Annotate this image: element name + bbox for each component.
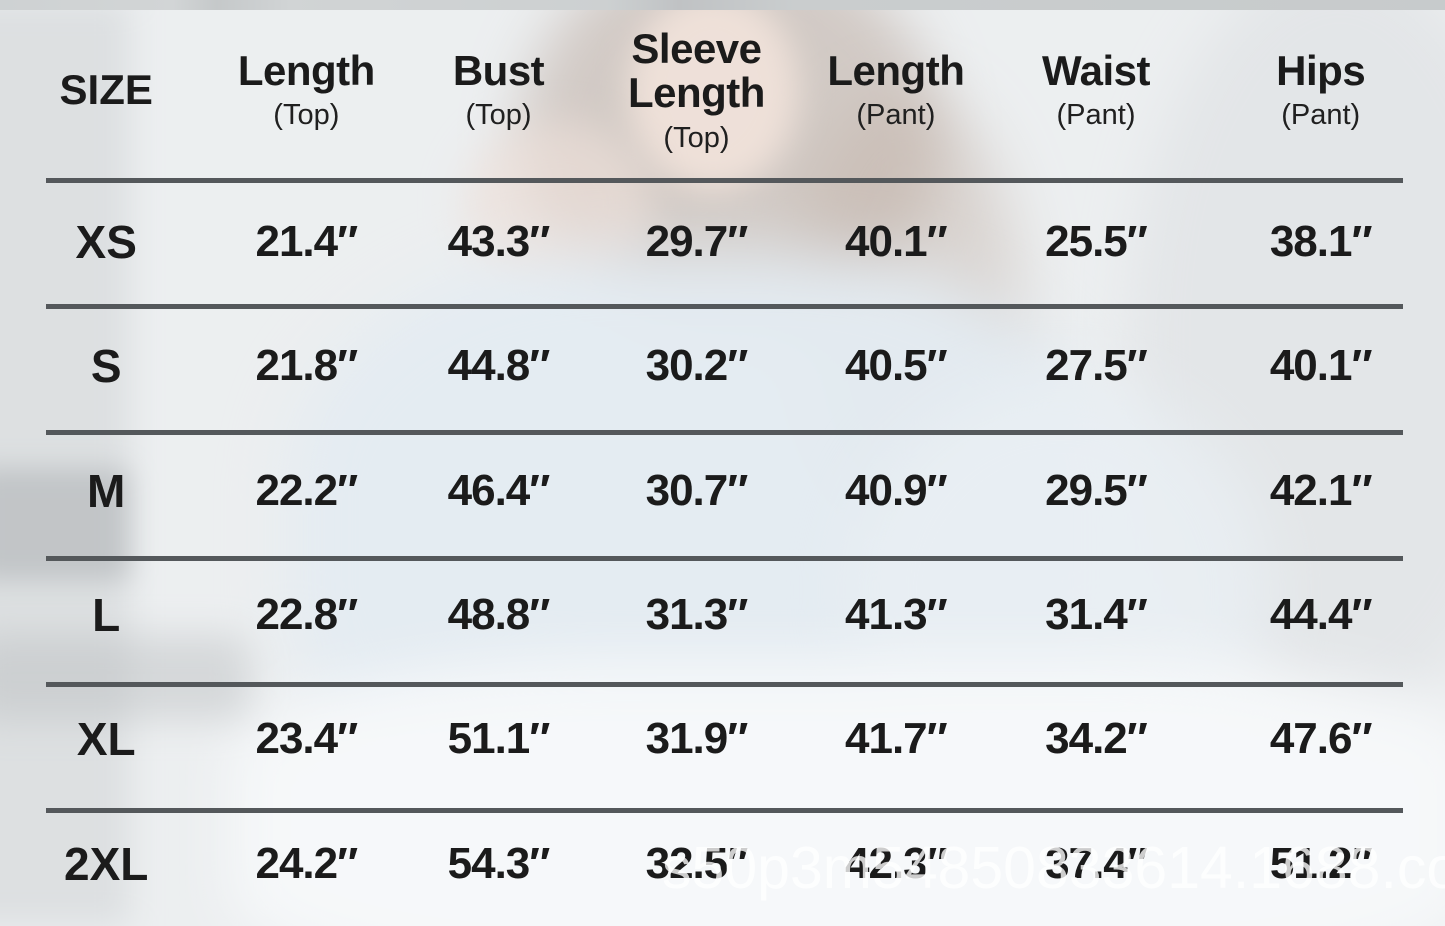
separator-line	[46, 430, 1403, 435]
column-label: Bust	[452, 46, 545, 94]
l-hips-pant: 44.4″	[1269, 590, 1373, 640]
column-header-length-pant: Length (Pant)	[796, 0, 995, 180]
s-bust-top: 44.8″	[447, 341, 551, 391]
size-label-m: M	[87, 464, 126, 517]
xl-length-top: 23.4″	[255, 714, 358, 764]
column-header-length-top: Length (Top)	[212, 0, 400, 180]
column-label: Waist	[1042, 46, 1150, 94]
column-header-size: SIZE	[59, 66, 153, 113]
s-hips-pant: 40.1″	[1269, 341, 1373, 391]
column-sublabel: (Top)	[465, 99, 532, 132]
column-sublabel: (Pant)	[1056, 99, 1136, 132]
column-header-sleeve-length-top: Sleeve Length (Top)	[597, 0, 796, 180]
l-length-pant: 41.3″	[845, 590, 948, 640]
xs-bust-top: 43.3″	[447, 217, 551, 267]
size-label-xs: XS	[75, 216, 137, 269]
2xl-sleeve-length-top: 32.5″	[645, 838, 749, 888]
2xl-waist-pant: 37.4″	[1045, 838, 1148, 888]
size-label-xl: XL	[76, 713, 136, 766]
m-sleeve-length-top: 30.7″	[645, 465, 749, 515]
column-label: Sleeve Length	[627, 24, 765, 117]
xs-sleeve-length-top: 29.7″	[645, 217, 749, 267]
column-sublabel: (Pant)	[1281, 99, 1361, 132]
s-waist-pant: 27.5″	[1045, 341, 1148, 391]
size-label-s: S	[90, 340, 122, 393]
l-bust-top: 48.8″	[447, 590, 551, 640]
2xl-bust-top: 54.3″	[447, 838, 551, 888]
m-length-top: 22.2″	[255, 465, 358, 515]
l-waist-pant: 31.4″	[1045, 590, 1148, 640]
2xl-length-top: 24.2″	[255, 838, 358, 888]
s-length-pant: 40.5″	[845, 341, 948, 391]
m-bust-top: 46.4″	[447, 465, 551, 515]
s-sleeve-length-top: 30.2″	[645, 341, 749, 391]
watermark-text: s50p3m54850833614.1688.com	[662, 835, 1445, 901]
separator-line	[46, 808, 1403, 813]
separator-line	[46, 178, 1403, 183]
xs-length-top: 21.4″	[255, 217, 358, 267]
column-sublabel: (Pant)	[856, 99, 936, 132]
separator-line	[46, 556, 1403, 561]
2xl-hips-pant: 51.2″	[1269, 838, 1373, 888]
column-header-waist-pant: Waist (Pant)	[996, 0, 1197, 180]
xs-length-pant: 40.1″	[845, 217, 948, 267]
column-sublabel: (Top)	[273, 99, 340, 132]
2xl-length-pant: 42.3″	[845, 838, 948, 888]
xl-sleeve-length-top: 31.9″	[645, 714, 749, 764]
s-length-top: 21.8″	[255, 341, 358, 391]
separator-line	[46, 682, 1403, 687]
column-header-bust-top: Bust (Top)	[400, 0, 597, 180]
xs-hips-pant: 38.1″	[1269, 217, 1373, 267]
xs-waist-pant: 25.5″	[1045, 217, 1148, 267]
size-label-2xl: 2XL	[64, 837, 149, 890]
size-label-l: L	[92, 589, 121, 642]
xl-waist-pant: 34.2″	[1045, 714, 1148, 764]
m-hips-pant: 42.1″	[1269, 465, 1373, 515]
xl-hips-pant: 47.6″	[1269, 714, 1373, 764]
column-label: Length	[237, 46, 375, 94]
l-length-top: 22.8″	[255, 590, 358, 640]
xl-length-pant: 41.7″	[845, 714, 948, 764]
separator-line	[46, 304, 1403, 309]
column-label: Length	[827, 46, 965, 94]
column-sublabel: (Top)	[663, 121, 730, 154]
xl-bust-top: 51.1″	[447, 714, 551, 764]
m-waist-pant: 29.5″	[1045, 465, 1148, 515]
m-length-pant: 40.9″	[845, 465, 948, 515]
l-sleeve-length-top: 31.3″	[645, 590, 749, 640]
column-header-hips-pant: Hips (Pant)	[1196, 0, 1445, 180]
column-label: Hips	[1276, 46, 1366, 94]
